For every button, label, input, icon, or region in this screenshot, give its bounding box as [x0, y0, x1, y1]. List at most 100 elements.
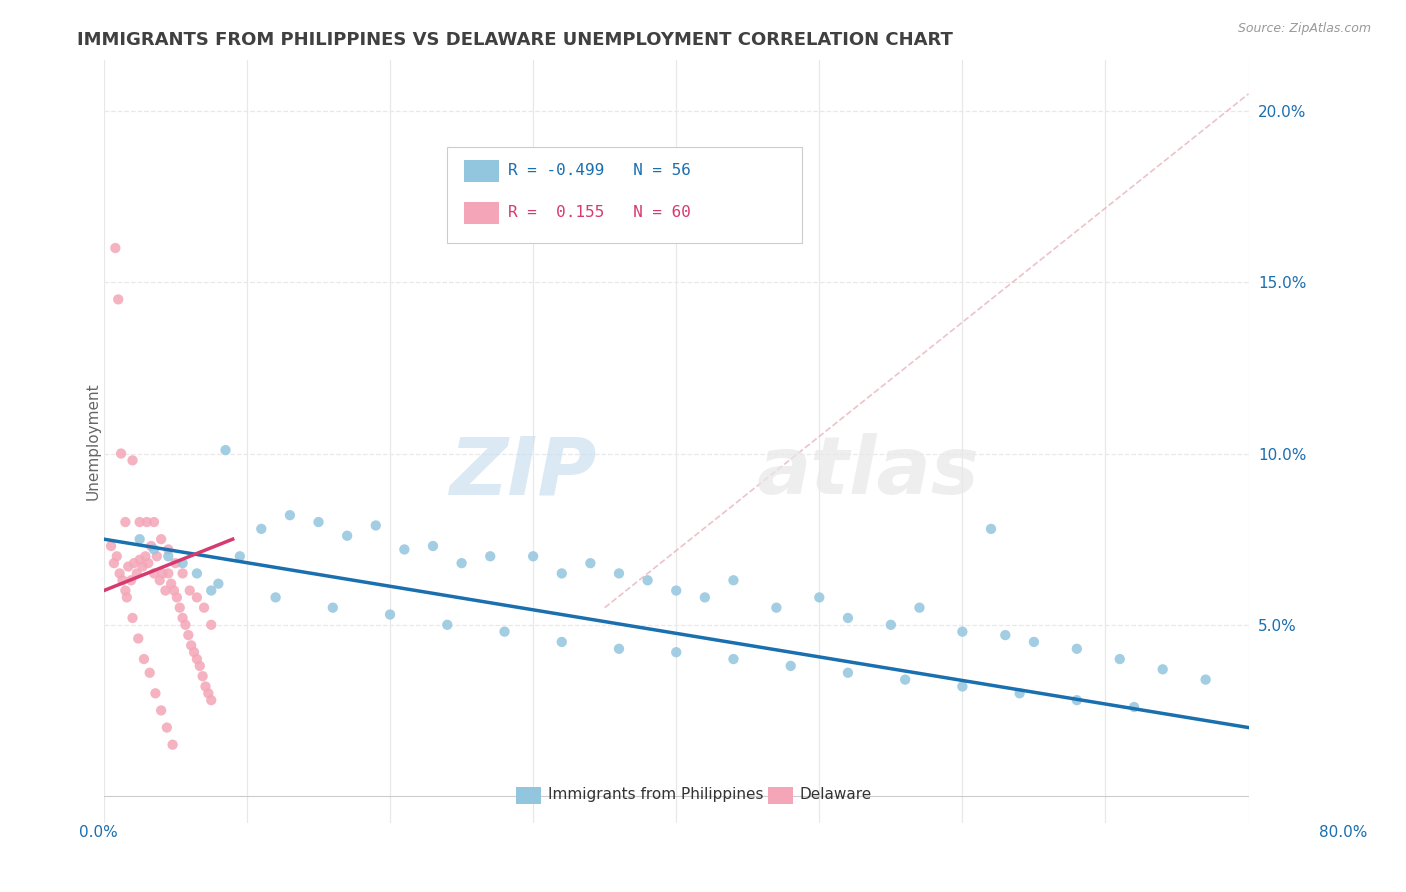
- Point: [105, 549, 128, 564]
- Point: [172, 556, 194, 570]
- Point: [186, 591, 208, 605]
- Point: [152, 566, 174, 581]
- Point: [134, 549, 156, 564]
- Point: [665, 645, 688, 659]
- Text: R =  0.155   N = 60: R = 0.155 N = 60: [508, 205, 690, 219]
- Point: [166, 591, 188, 605]
- Point: [115, 591, 138, 605]
- Point: [143, 542, 166, 557]
- Point: [174, 617, 197, 632]
- Point: [436, 617, 458, 632]
- Point: [1152, 662, 1174, 676]
- Point: [114, 515, 136, 529]
- Point: [186, 652, 208, 666]
- Point: [169, 600, 191, 615]
- Point: [250, 522, 273, 536]
- Point: [145, 686, 167, 700]
- Point: [186, 566, 208, 581]
- Point: [122, 556, 145, 570]
- Point: [880, 617, 903, 632]
- Point: [172, 566, 194, 581]
- Text: 0.0%: 0.0%: [79, 825, 118, 840]
- FancyBboxPatch shape: [768, 787, 793, 804]
- Point: [394, 542, 416, 557]
- Point: [138, 665, 160, 680]
- Point: [156, 721, 179, 735]
- Point: [125, 566, 148, 581]
- Point: [117, 559, 139, 574]
- Point: [100, 539, 122, 553]
- FancyBboxPatch shape: [464, 202, 499, 224]
- Point: [157, 549, 180, 564]
- Point: [180, 638, 202, 652]
- Point: [107, 293, 129, 307]
- Point: [1123, 700, 1146, 714]
- Text: ZIP: ZIP: [449, 434, 596, 511]
- Point: [693, 591, 716, 605]
- Point: [980, 522, 1002, 536]
- Point: [308, 515, 330, 529]
- Point: [143, 515, 166, 529]
- Point: [177, 628, 200, 642]
- Point: [322, 600, 344, 615]
- Point: [128, 532, 150, 546]
- Point: [1108, 652, 1130, 666]
- Point: [607, 566, 630, 581]
- Point: [197, 686, 219, 700]
- Point: [1008, 686, 1031, 700]
- Text: atlas: atlas: [756, 434, 979, 511]
- Point: [214, 443, 236, 458]
- Point: [143, 566, 166, 581]
- Text: 80.0%: 80.0%: [1319, 825, 1367, 840]
- Point: [994, 628, 1017, 642]
- Point: [110, 446, 132, 460]
- Point: [765, 600, 787, 615]
- Point: [200, 693, 222, 707]
- Point: [200, 583, 222, 598]
- Point: [364, 518, 387, 533]
- Point: [837, 611, 859, 625]
- Point: [808, 591, 831, 605]
- Point: [157, 566, 180, 581]
- Point: [149, 574, 172, 588]
- Point: [146, 549, 169, 564]
- Text: Immigrants from Philippines: Immigrants from Philippines: [548, 787, 763, 802]
- Point: [450, 556, 472, 570]
- Point: [1022, 635, 1045, 649]
- Point: [422, 539, 444, 553]
- Y-axis label: Unemployment: Unemployment: [86, 383, 100, 500]
- Point: [779, 659, 801, 673]
- Point: [108, 566, 131, 581]
- Point: [193, 600, 215, 615]
- Point: [191, 669, 214, 683]
- Text: IMMIGRANTS FROM PHILIPPINES VS DELAWARE UNEMPLOYMENT CORRELATION CHART: IMMIGRANTS FROM PHILIPPINES VS DELAWARE …: [77, 31, 953, 49]
- Point: [132, 652, 155, 666]
- Point: [172, 611, 194, 625]
- Point: [908, 600, 931, 615]
- Point: [336, 529, 359, 543]
- Point: [136, 556, 159, 570]
- Point: [950, 680, 973, 694]
- Point: [155, 583, 177, 598]
- Point: [229, 549, 252, 564]
- Point: [121, 453, 143, 467]
- Point: [104, 241, 127, 255]
- Point: [665, 583, 688, 598]
- Point: [128, 552, 150, 566]
- Point: [278, 508, 301, 523]
- Point: [551, 635, 574, 649]
- Point: [479, 549, 502, 564]
- Text: R = -0.499   N = 56: R = -0.499 N = 56: [508, 163, 690, 178]
- Point: [950, 624, 973, 639]
- Point: [837, 665, 859, 680]
- Point: [150, 703, 173, 717]
- Point: [139, 539, 162, 553]
- Point: [162, 738, 184, 752]
- Point: [378, 607, 401, 622]
- Point: [522, 549, 544, 564]
- Point: [165, 556, 187, 570]
- Point: [723, 574, 745, 588]
- FancyBboxPatch shape: [464, 161, 499, 182]
- Point: [135, 515, 157, 529]
- Point: [200, 617, 222, 632]
